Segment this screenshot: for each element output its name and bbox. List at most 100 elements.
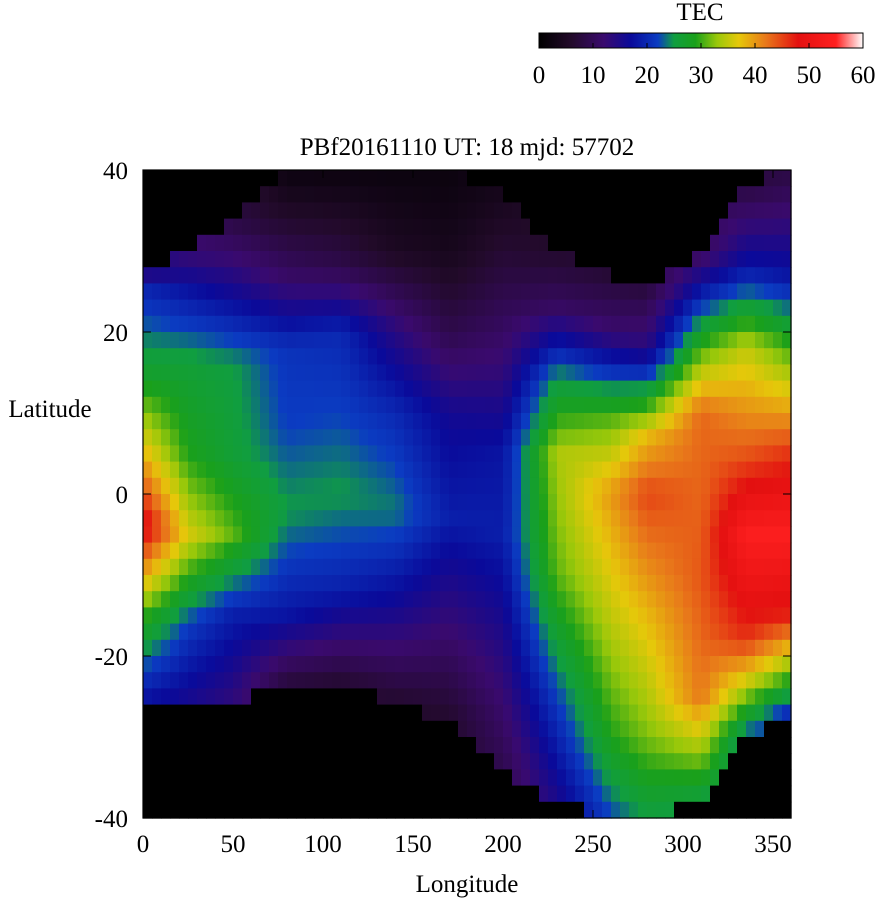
heatmap-cell: [458, 639, 468, 657]
heatmap-cell: [593, 737, 603, 754]
heatmap-cell: [575, 607, 585, 625]
heatmap-cell: [485, 461, 495, 479]
heatmap-cell: [197, 218, 207, 236]
heatmap-cell: [548, 704, 558, 722]
heatmap-cell: [188, 623, 198, 641]
heatmap-cell: [503, 575, 513, 592]
heatmap-cell: [170, 704, 180, 722]
heatmap-cell: [197, 396, 207, 414]
heatmap-cell: [692, 526, 702, 544]
heatmap-cell: [305, 769, 315, 787]
heatmap-cell: [755, 413, 765, 430]
heatmap-cell: [710, 494, 720, 511]
heatmap-cell: [710, 753, 720, 770]
heatmap-cell: [773, 267, 783, 284]
heatmap-cell: [242, 332, 252, 349]
heatmap-cell: [476, 737, 486, 754]
heatmap-cell: [314, 299, 324, 317]
heatmap-cell: [215, 267, 225, 284]
heatmap-cell: [458, 461, 468, 479]
heatmap-cell: [764, 332, 774, 349]
heatmap-cell: [701, 672, 711, 689]
heatmap-cell: [422, 558, 432, 576]
heatmap-cell: [737, 558, 747, 576]
heatmap-cell: [692, 251, 702, 268]
colorbar-tick-label: 40: [743, 62, 768, 89]
heatmap-cell: [638, 704, 648, 722]
heatmap-cell: [143, 477, 153, 495]
heatmap-cell: [548, 558, 558, 576]
heatmap-cell: [476, 753, 486, 770]
heatmap-cell: [377, 170, 387, 187]
heatmap-cell: [467, 477, 477, 495]
heatmap-cell: [215, 623, 225, 641]
heatmap-cell: [476, 413, 486, 430]
heatmap-cell: [566, 461, 576, 479]
heatmap-cell: [143, 396, 153, 414]
heatmap-cell: [395, 672, 405, 689]
heatmap-cell: [647, 704, 657, 722]
heatmap-cell: [647, 461, 657, 479]
heatmap-cell: [251, 332, 261, 349]
heatmap-cell: [656, 639, 666, 657]
heatmap-cell: [188, 526, 198, 544]
heatmap-cell: [404, 445, 414, 463]
heatmap-cell: [611, 364, 621, 382]
heatmap-cell: [161, 704, 171, 722]
heatmap-cell: [422, 380, 432, 398]
heatmap-cell: [197, 186, 207, 203]
heatmap-cell: [782, 639, 792, 657]
heatmap-cell: [755, 656, 765, 673]
heatmap-cell: [215, 510, 225, 527]
heatmap-cell: [665, 477, 675, 495]
heatmap-cell: [305, 170, 315, 187]
heatmap-cell: [512, 526, 522, 544]
heatmap-cell: [728, 558, 738, 576]
heatmap-cell: [485, 477, 495, 495]
heatmap-cell: [404, 769, 414, 787]
heatmap-cell: [701, 591, 711, 608]
heatmap-cell: [377, 672, 387, 689]
heatmap-cell: [368, 753, 378, 770]
heatmap-cell: [170, 672, 180, 689]
heatmap-cell: [224, 591, 234, 608]
heatmap-cell: [206, 769, 216, 787]
heatmap-cell: [521, 234, 531, 252]
heatmap-cell: [251, 591, 261, 608]
heatmap-cell: [269, 396, 279, 414]
heatmap-cell: [476, 429, 486, 446]
heatmap-cell: [341, 251, 351, 268]
heatmap-cell: [665, 267, 675, 284]
heatmap-cell: [413, 332, 423, 349]
heatmap-cell: [764, 283, 774, 301]
heatmap-cell: [179, 413, 189, 430]
heatmap-cell: [647, 737, 657, 754]
heatmap-cell: [611, 753, 621, 770]
heatmap-cell: [431, 526, 441, 544]
heatmap-cell: [386, 801, 396, 819]
heatmap-cell: [251, 558, 261, 576]
heatmap-cell: [548, 445, 558, 463]
heatmap-cell: [467, 688, 477, 706]
heatmap-cell: [386, 315, 396, 333]
heatmap-cell: [395, 688, 405, 706]
heatmap-cell: [242, 380, 252, 398]
heatmap-cell: [206, 396, 216, 414]
heatmap-cell: [611, 332, 621, 349]
heatmap-cell: [737, 380, 747, 398]
heatmap-cell: [692, 186, 702, 203]
heatmap-cell: [683, 785, 693, 803]
heatmap-cell: [494, 299, 504, 317]
heatmap-cell: [368, 477, 378, 495]
heatmap-cell: [620, 348, 630, 365]
heatmap-cell: [476, 607, 486, 625]
heatmap-cell: [548, 720, 558, 738]
x-tick-label: 0: [137, 831, 150, 858]
heatmap-cell: [179, 575, 189, 592]
heatmap-cell: [197, 591, 207, 608]
heatmap-cell: [719, 656, 729, 673]
colorbar: TEC 0 10 20 30 40 50 60: [533, 0, 876, 89]
heatmap-cell: [413, 753, 423, 770]
heatmap-cell: [170, 267, 180, 284]
heatmap-cell: [296, 283, 306, 301]
